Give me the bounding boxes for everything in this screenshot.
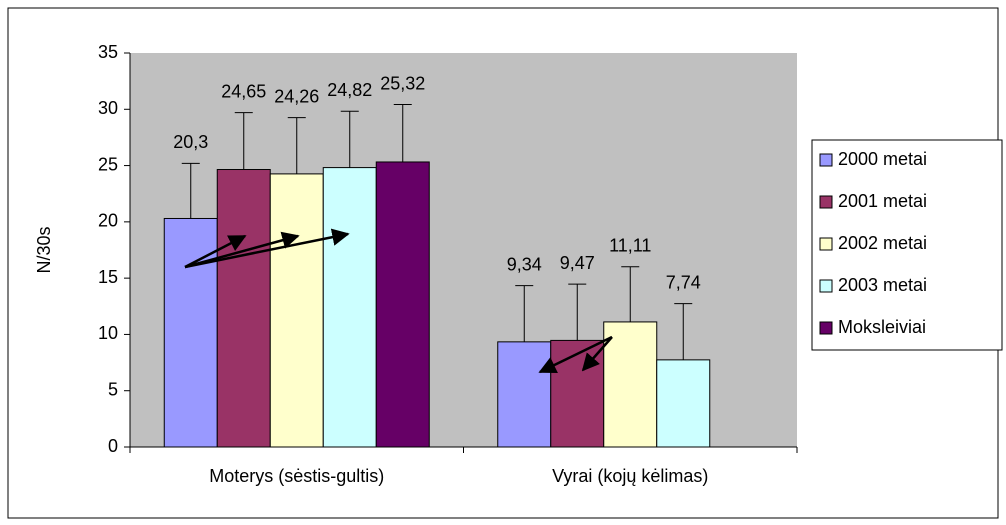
error-bar <box>515 285 534 342</box>
data-label: 24,26 <box>274 86 319 106</box>
data-label: 9,34 <box>507 254 542 274</box>
y-tick-label: 35 <box>98 42 118 62</box>
data-label: 20,3 <box>173 132 208 152</box>
error-bar <box>393 104 412 162</box>
bar <box>163 217 218 448</box>
arrow <box>184 234 247 269</box>
bar <box>216 169 271 448</box>
legend-swatch <box>819 153 833 167</box>
legend-label: 2000 metai <box>838 149 927 169</box>
data-label: 25,32 <box>380 73 425 93</box>
legend-label: 2001 metai <box>838 191 927 211</box>
legend-swatch <box>819 237 833 251</box>
arrows <box>184 228 613 374</box>
legend <box>811 139 1003 351</box>
data-label: 24,82 <box>327 80 372 100</box>
bar <box>656 359 711 448</box>
legend-swatch <box>819 321 833 335</box>
legend-swatch <box>819 195 833 209</box>
data-label: 7,74 <box>666 272 701 292</box>
bar <box>497 341 552 448</box>
data-label: 9,47 <box>560 253 595 273</box>
y-tick-label: 20 <box>98 211 118 231</box>
x-tick-label: Vyrai (kojų kėlimas) <box>552 466 708 486</box>
y-tick-label: 0 <box>108 436 118 456</box>
bar <box>375 161 430 448</box>
error-bar <box>621 266 640 322</box>
bar <box>322 167 377 448</box>
y-tick-label: 15 <box>98 267 118 287</box>
data-label: 11,11 <box>609 236 651 256</box>
error-bar <box>674 303 693 360</box>
legend-label: Moksleiviai <box>838 317 926 337</box>
y-tick-label: 5 <box>108 379 118 399</box>
y-axis-label: N/30s <box>34 226 54 273</box>
y-tick-label: 30 <box>98 98 118 118</box>
error-bar <box>340 110 359 168</box>
y-tick-label: 10 <box>98 323 118 343</box>
error-bar <box>181 162 200 219</box>
x-tick-label: Moterys (sėstis-gultis) <box>209 466 384 486</box>
legend-label: 2003 metai <box>838 275 927 295</box>
legend-swatch <box>819 279 833 293</box>
error-bar <box>287 117 306 174</box>
y-tick-label: 25 <box>98 154 118 174</box>
error-bar <box>234 112 253 170</box>
arrow <box>184 228 350 269</box>
arrow <box>581 336 613 372</box>
legend-label: 2002 metai <box>838 233 927 253</box>
data-label: 24,65 <box>221 81 266 101</box>
bar <box>269 173 324 448</box>
arrow <box>184 231 300 269</box>
bar <box>603 321 658 448</box>
arrow <box>538 335 613 374</box>
error-bar <box>568 283 587 341</box>
